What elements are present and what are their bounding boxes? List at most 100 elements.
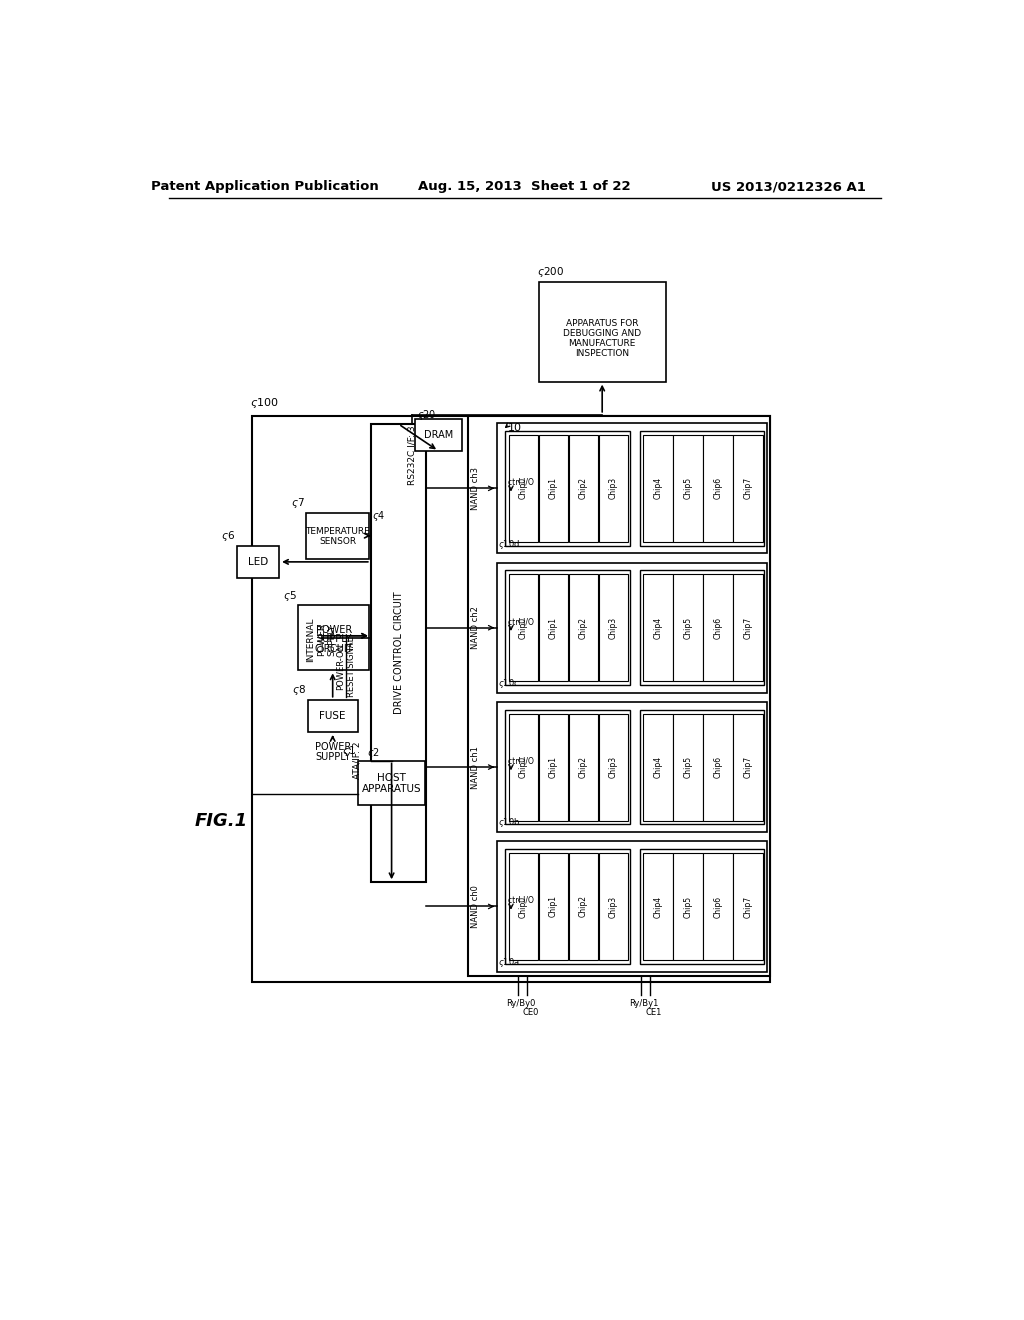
Text: APPARATUS FOR: APPARATUS FOR bbox=[566, 319, 638, 329]
Bar bbox=[599, 434, 628, 543]
Text: ctrl I/O: ctrl I/O bbox=[508, 478, 534, 487]
Text: Chip0: Chip0 bbox=[519, 478, 527, 499]
Text: Chip5: Chip5 bbox=[684, 895, 692, 917]
Bar bbox=[674, 853, 702, 960]
Text: 10: 10 bbox=[508, 422, 522, 433]
Text: $\varsigma$2: $\varsigma$2 bbox=[367, 746, 380, 760]
Text: Chip1: Chip1 bbox=[549, 478, 558, 499]
Bar bbox=[599, 574, 628, 681]
Bar bbox=[674, 434, 702, 543]
Text: TEMPERATURE: TEMPERATURE bbox=[305, 527, 370, 536]
Text: Chip7: Chip7 bbox=[743, 478, 753, 499]
Bar bbox=[703, 574, 733, 681]
Text: Chip4: Chip4 bbox=[653, 616, 663, 639]
Text: NAND ch0: NAND ch0 bbox=[471, 884, 480, 928]
Text: DEBUGGING AND: DEBUGGING AND bbox=[563, 330, 641, 338]
Bar bbox=[505, 430, 630, 545]
Bar bbox=[568, 853, 598, 960]
Text: SENSOR: SENSOR bbox=[319, 537, 356, 545]
Text: $\varsigma$8: $\varsigma$8 bbox=[292, 684, 306, 697]
Text: FUSE: FUSE bbox=[319, 711, 346, 721]
Bar bbox=[733, 853, 763, 960]
Text: Chip2: Chip2 bbox=[579, 478, 588, 499]
Bar bbox=[505, 710, 630, 825]
Text: Chip2: Chip2 bbox=[579, 756, 588, 777]
Text: Chip3: Chip3 bbox=[609, 616, 617, 639]
Text: POWER: POWER bbox=[314, 742, 351, 752]
Text: Chip4: Chip4 bbox=[653, 756, 663, 779]
Text: Chip6: Chip6 bbox=[714, 478, 723, 499]
Bar bbox=[306, 512, 370, 558]
Text: Chip5: Chip5 bbox=[684, 616, 692, 639]
Bar bbox=[568, 434, 598, 543]
Text: Chip6: Chip6 bbox=[714, 895, 723, 917]
Text: Chip4: Chip4 bbox=[653, 478, 663, 499]
Bar bbox=[497, 424, 767, 553]
Bar bbox=[643, 853, 673, 960]
Bar bbox=[539, 853, 568, 960]
Bar bbox=[599, 853, 628, 960]
Text: CIRCUIT: CIRCUIT bbox=[314, 644, 353, 653]
Text: Ry/By0: Ry/By0 bbox=[506, 999, 536, 1008]
Text: $\varsigma$5: $\varsigma$5 bbox=[283, 589, 297, 603]
Text: ctrl I/O: ctrl I/O bbox=[508, 616, 534, 626]
Bar bbox=[497, 702, 767, 832]
Bar bbox=[568, 714, 598, 821]
Text: Chip1: Chip1 bbox=[549, 756, 558, 777]
Bar bbox=[497, 562, 767, 693]
Text: $\varsigma$10b: $\varsigma$10b bbox=[498, 816, 520, 829]
Bar bbox=[640, 710, 764, 825]
Bar bbox=[703, 853, 733, 960]
Text: ATA/IF: 2: ATA/IF: 2 bbox=[352, 741, 361, 779]
Bar bbox=[674, 574, 702, 681]
Bar bbox=[298, 605, 370, 671]
Text: $\varsigma$100: $\varsigma$100 bbox=[250, 396, 279, 411]
Bar bbox=[640, 570, 764, 685]
Bar bbox=[468, 416, 770, 977]
Bar bbox=[640, 430, 764, 545]
Text: CE1: CE1 bbox=[645, 1008, 662, 1018]
Text: Chip3: Chip3 bbox=[609, 478, 617, 499]
Text: $\varsigma$10c: $\varsigma$10c bbox=[498, 677, 519, 690]
Text: CE0: CE0 bbox=[522, 1008, 539, 1018]
Bar bbox=[674, 714, 702, 821]
Text: Chip0: Chip0 bbox=[519, 616, 527, 639]
Bar bbox=[371, 424, 426, 882]
Text: $\varsigma$10a: $\varsigma$10a bbox=[498, 956, 520, 969]
Text: Chip7: Chip7 bbox=[743, 756, 753, 779]
Text: ctrl I/O: ctrl I/O bbox=[508, 756, 534, 766]
Bar bbox=[539, 574, 568, 681]
Text: APPARATUS: APPARATUS bbox=[361, 784, 422, 795]
Text: NAND ch1: NAND ch1 bbox=[471, 746, 480, 788]
Text: Chip3: Chip3 bbox=[609, 756, 617, 779]
Text: POWER-ON
RESET SIGNAL: POWER-ON RESET SIGNAL bbox=[337, 636, 356, 697]
Bar bbox=[733, 434, 763, 543]
Bar bbox=[733, 714, 763, 821]
Bar bbox=[509, 853, 538, 960]
Text: Chip0: Chip0 bbox=[519, 895, 527, 917]
Bar bbox=[640, 849, 764, 964]
Bar bbox=[539, 434, 568, 543]
Text: Chip3: Chip3 bbox=[609, 895, 617, 917]
Text: Chip2: Chip2 bbox=[579, 895, 588, 917]
Text: Chip1: Chip1 bbox=[549, 895, 558, 917]
Text: Chip0: Chip0 bbox=[519, 756, 527, 779]
Bar bbox=[509, 714, 538, 821]
Text: $\varsigma$6: $\varsigma$6 bbox=[221, 529, 236, 544]
Text: FIG.1: FIG.1 bbox=[195, 812, 248, 829]
Text: RS232C I/F: 3: RS232C I/F: 3 bbox=[408, 425, 417, 484]
Text: HOST: HOST bbox=[377, 774, 407, 783]
Bar bbox=[643, 574, 673, 681]
Text: Chip4: Chip4 bbox=[653, 895, 663, 917]
Text: Chip5: Chip5 bbox=[684, 478, 692, 499]
Bar bbox=[643, 434, 673, 543]
Text: POWER: POWER bbox=[315, 626, 352, 635]
Bar bbox=[539, 281, 666, 381]
Text: DRIVE CONTROL CIRCUIT: DRIVE CONTROL CIRCUIT bbox=[393, 591, 403, 714]
Text: $\varsigma$7: $\varsigma$7 bbox=[291, 496, 304, 511]
Bar bbox=[539, 714, 568, 821]
Bar bbox=[733, 574, 763, 681]
Text: Chip5: Chip5 bbox=[684, 756, 692, 779]
Text: $\varsigma$4: $\varsigma$4 bbox=[372, 510, 385, 524]
Bar bbox=[252, 416, 770, 982]
